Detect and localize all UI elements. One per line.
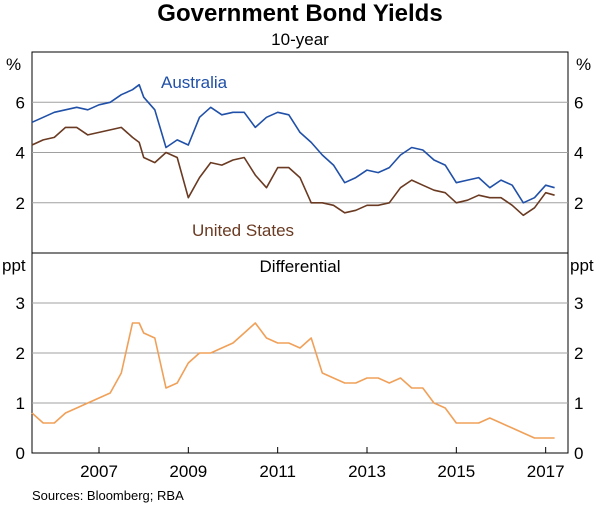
y-tick-label-left: 1: [16, 394, 25, 413]
series-line-differential: [31, 322, 555, 439]
y-tick-label-right: 0: [574, 444, 583, 463]
top-unit-left: %: [6, 55, 21, 74]
y-tick-label-left: 6: [16, 93, 25, 112]
series-lines: [31, 83, 555, 439]
bottom-unit-left: ppt: [2, 256, 26, 275]
series-label-australia: Australia: [161, 73, 228, 92]
x-tick-label: 2013: [348, 462, 386, 481]
axis-ticks: 2 2 4 4 6 6 0 0 1 1 2 2 3 3 2007 2009 2011 2013 2015 2017: [16, 93, 584, 481]
y-tick-label-right: 2: [574, 344, 583, 363]
y-tick-label-right: 4: [574, 144, 583, 163]
y-tick-label-right: 2: [574, 194, 583, 213]
y-tick-label-right: 1: [574, 394, 583, 413]
y-tick-label-left: 2: [16, 194, 25, 213]
y-tick-label-left: 4: [16, 144, 25, 163]
x-tick-label: 2017: [527, 462, 565, 481]
y-tick-label-left: 2: [16, 344, 25, 363]
x-tick-label: 2015: [437, 462, 475, 481]
series-label-united-states: United States: [192, 221, 294, 240]
chart-subtitle: 10-year: [271, 30, 329, 49]
x-tick-label: 2011: [259, 462, 296, 481]
y-tick-label-left: 3: [16, 294, 25, 313]
source-note: Sources: Bloomberg; RBA: [32, 488, 184, 503]
y-tick-label-left: 0: [16, 444, 25, 463]
y-tick-label-right: 6: [574, 93, 583, 112]
x-tick-label: 2007: [80, 462, 118, 481]
top-unit-right: %: [576, 55, 591, 74]
x-tick-label: 2009: [169, 462, 207, 481]
bottom-unit-right: ppt: [570, 256, 594, 275]
chart-title: Government Bond Yields: [157, 0, 443, 27]
y-tick-label-right: 3: [574, 294, 583, 313]
series-line-australia: [31, 83, 555, 204]
series-line-united-states: [31, 126, 555, 217]
bottom-panel-title: Differential: [260, 257, 341, 276]
gridlines: [32, 101, 568, 404]
